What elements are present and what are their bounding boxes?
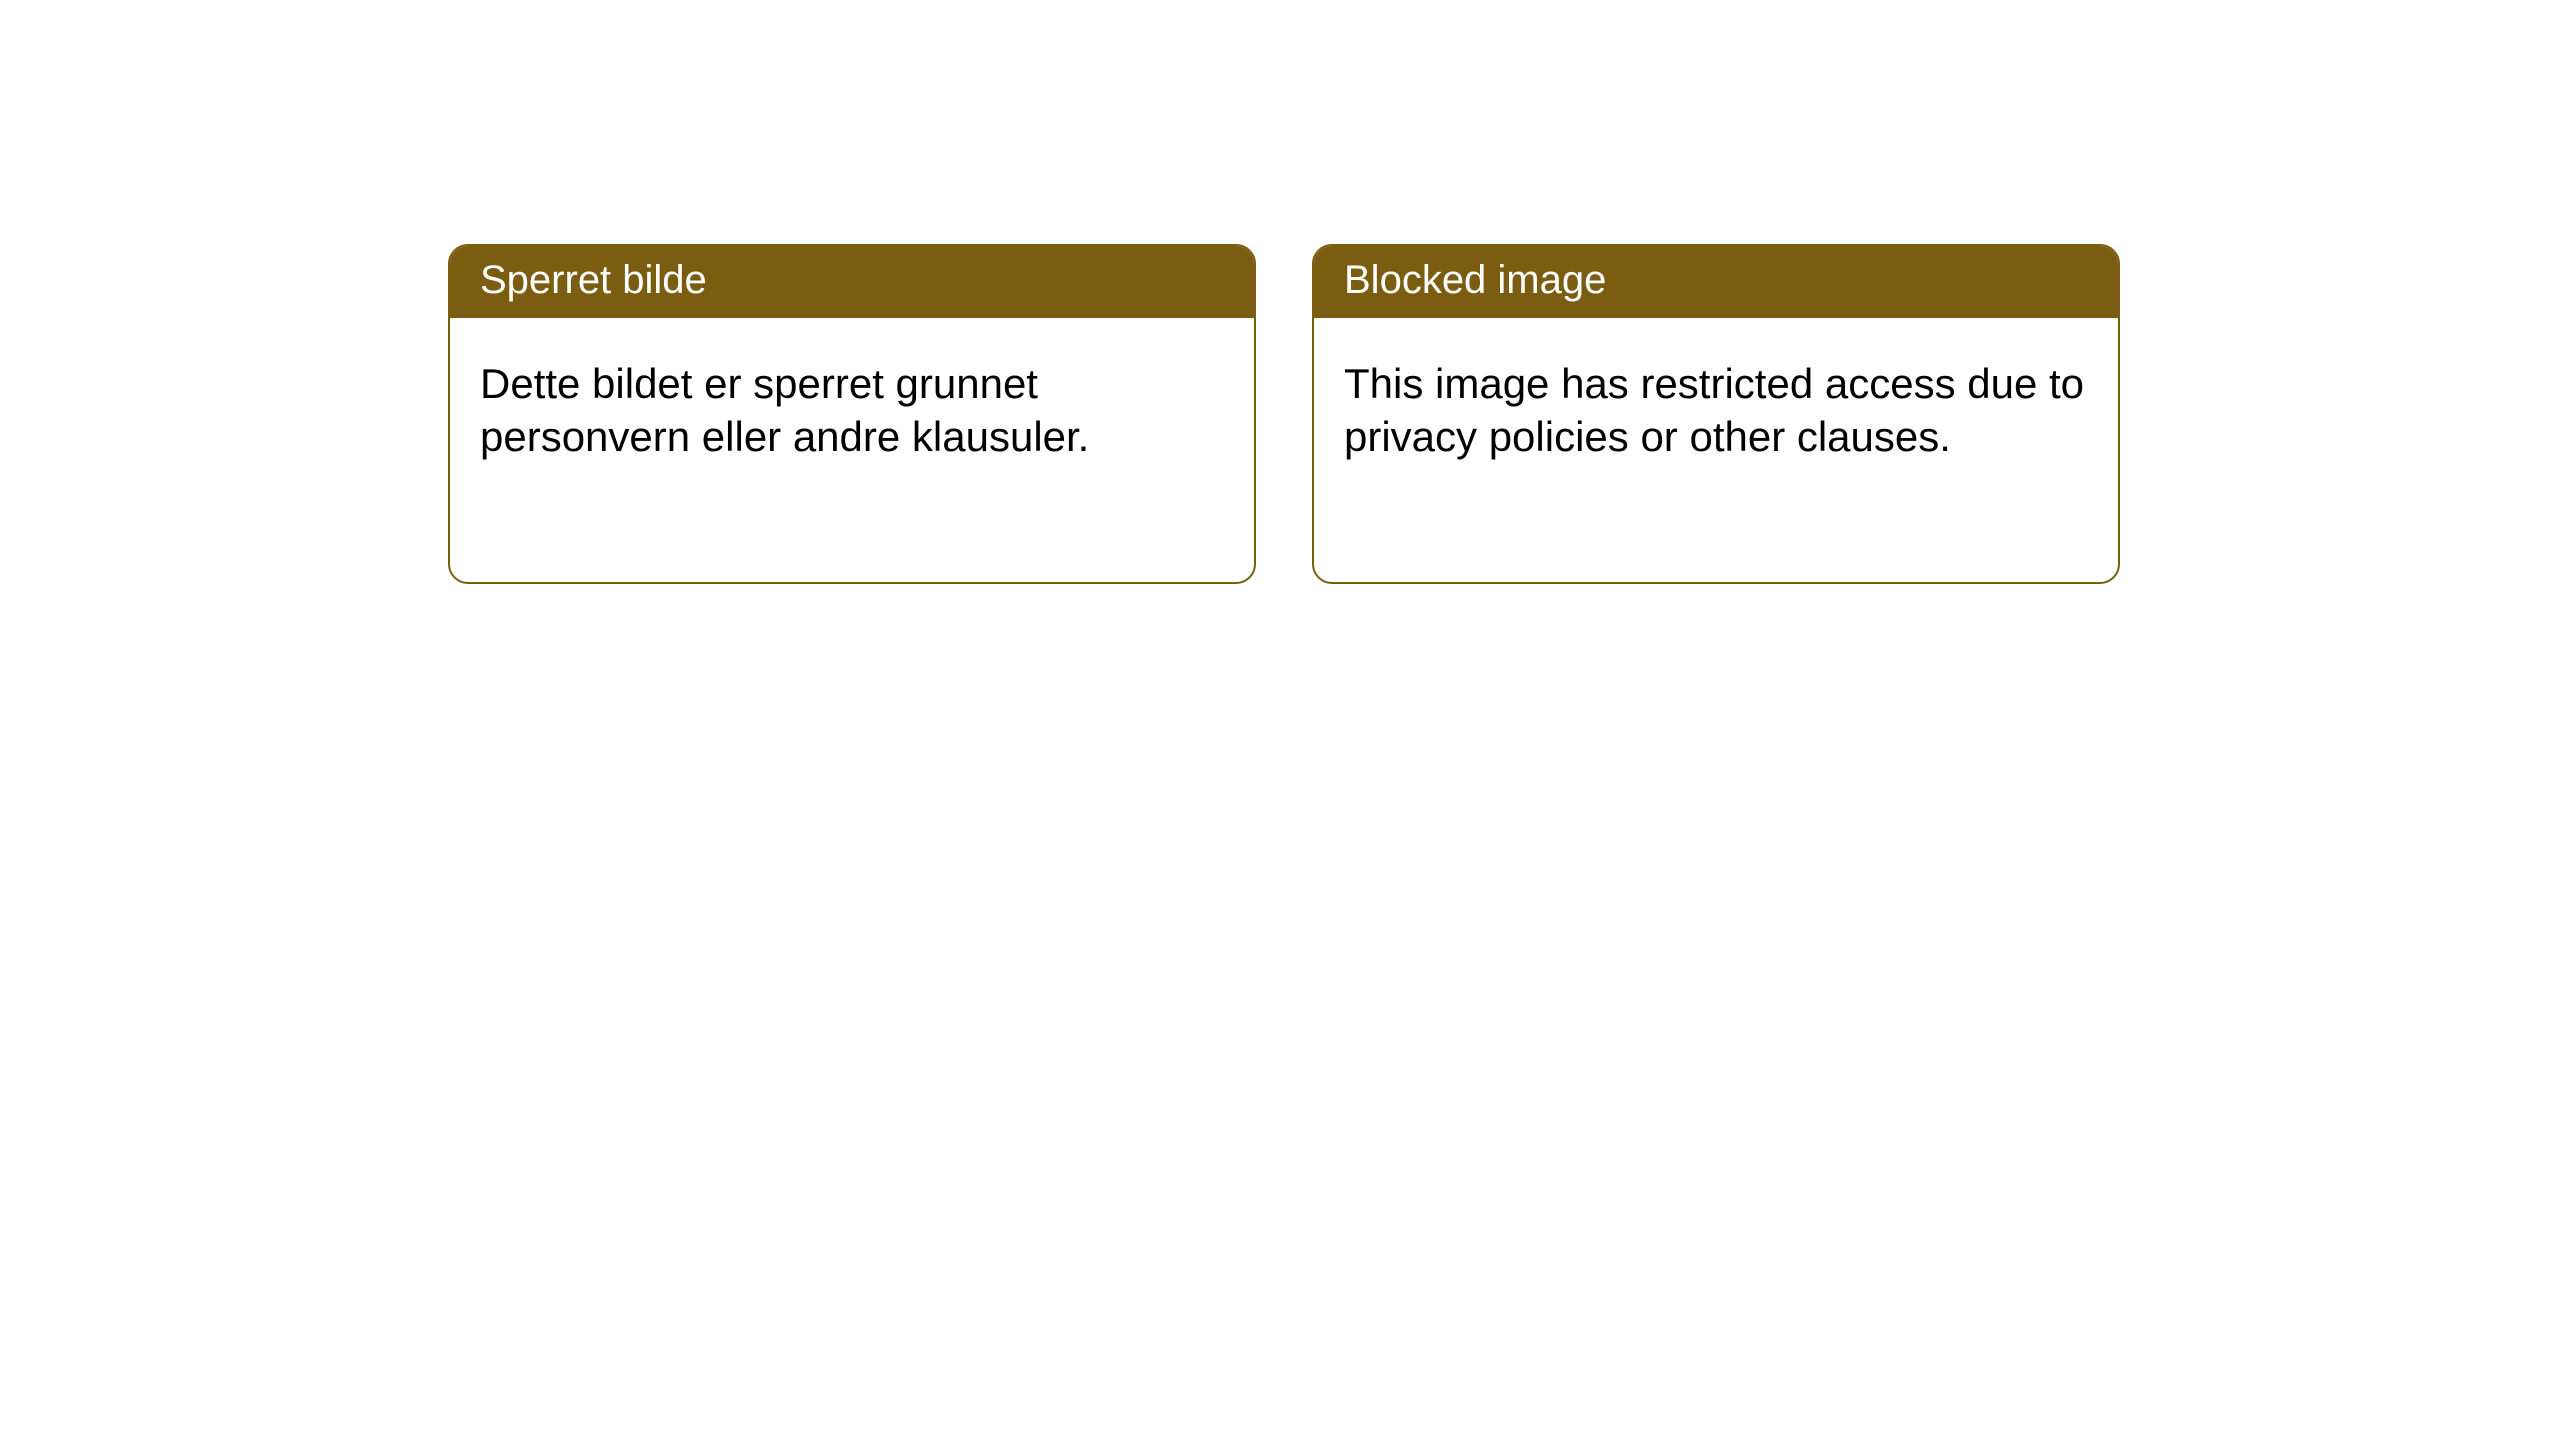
notice-header-norwegian: Sperret bilde bbox=[450, 246, 1254, 318]
notice-card-norwegian: Sperret bilde Dette bildet er sperret gr… bbox=[448, 244, 1256, 584]
notice-body-english: This image has restricted access due to … bbox=[1314, 318, 2118, 493]
notice-container: Sperret bilde Dette bildet er sperret gr… bbox=[0, 0, 2560, 584]
notice-body-norwegian: Dette bildet er sperret grunnet personve… bbox=[450, 318, 1254, 493]
notice-card-english: Blocked image This image has restricted … bbox=[1312, 244, 2120, 584]
notice-header-english: Blocked image bbox=[1314, 246, 2118, 318]
